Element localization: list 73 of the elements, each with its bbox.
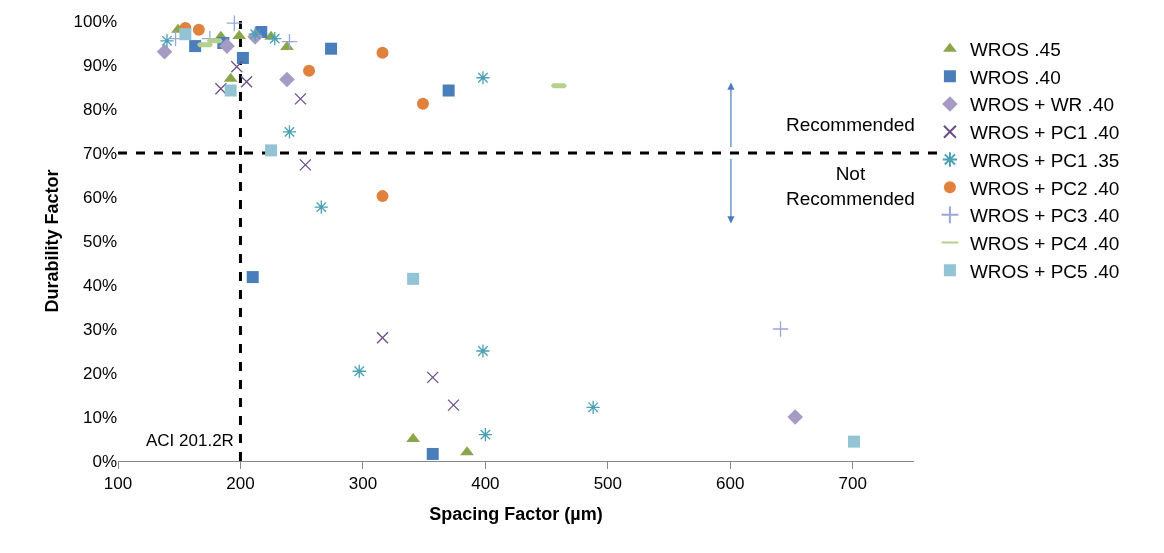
x-tick-label: 500 [593,474,623,494]
point [426,447,439,460]
point [426,371,439,384]
point [267,31,282,46]
point [847,435,860,448]
y-axis-title: Durability Factor [41,169,62,313]
point [407,272,420,285]
point [303,64,316,77]
legend-label: WROS + PC1 .40 [969,122,1120,144]
annotation: Recommended [786,114,915,135]
x-tick-label: 100 [103,474,133,494]
point [416,97,429,110]
point [325,42,338,55]
point [299,158,312,172]
y-tick-label: 20% [82,363,117,383]
point [442,84,455,97]
point [772,320,789,338]
y-tick-label: 80% [82,99,117,119]
legend-label: WROS + PC1 .35 [969,149,1120,171]
y-tick-label: 30% [82,319,117,339]
y-tick-label: 90% [82,55,117,75]
point [460,446,474,456]
x-tick-label: 200 [226,474,255,494]
y-tick-label: 50% [82,231,117,251]
y-tick-label: 100% [73,11,117,31]
point [192,23,205,36]
point [224,84,237,97]
point [376,190,389,203]
y-tick-label: 40% [82,275,117,295]
point [281,33,298,51]
point [236,51,249,64]
point [282,124,297,140]
legend-label: WROS + PC2 .40 [969,177,1120,199]
point [230,60,243,73]
legend-label: WROS .40 [969,66,1061,88]
legend-label: WROS .45 [969,39,1061,61]
x-tick-label: 300 [348,474,378,494]
x-axis-title: Spacing Factor (µm) [429,503,603,524]
legend-label: WROS + WR .40 [969,94,1115,116]
point [475,343,491,359]
y-tick-label: 70% [82,143,117,163]
point [265,144,278,157]
point [225,14,243,32]
annotation: Not Recommended [786,163,915,209]
point [478,427,493,442]
point [156,44,173,60]
legend-label: WROS + PC5 .40 [969,260,1120,282]
point [447,398,460,412]
point [219,38,235,54]
point [246,271,259,284]
point [294,92,307,106]
point [159,33,175,49]
point [352,363,367,379]
point [179,28,192,41]
y-tick-label: 0% [92,451,117,471]
point [280,40,294,50]
point [240,75,253,88]
y-tick-label: 60% [82,187,117,207]
point [475,70,491,86]
x-tick-label: 600 [716,474,745,494]
y-tick-label: 10% [82,407,117,427]
legend-label: WROS + PC4 .40 [969,232,1120,254]
ref-line-label: ACI 201.2R [146,431,234,450]
point [314,199,329,215]
point [787,409,804,425]
x-tick-label: 700 [838,474,867,494]
point [214,82,228,95]
point [376,46,389,59]
point [279,71,295,88]
x-tick-label: 400 [471,474,500,494]
legend-label: WROS + PC3 .40 [969,205,1120,227]
point [376,331,389,344]
point [585,400,601,415]
